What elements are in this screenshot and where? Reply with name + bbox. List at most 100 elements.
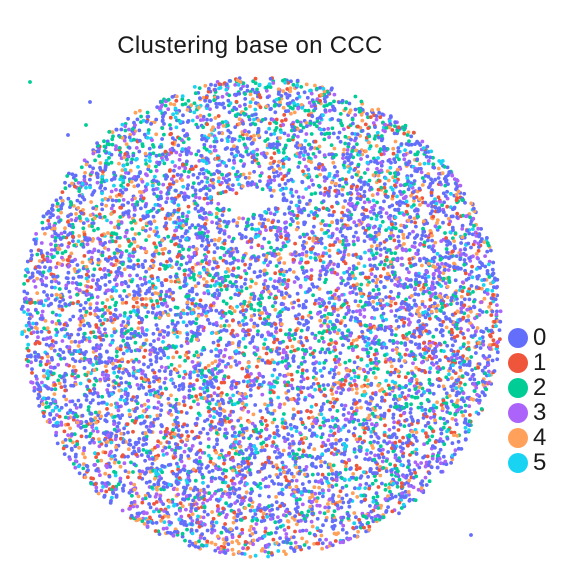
spot-cluster-2 — [317, 339, 321, 343]
spot-cluster-1 — [187, 513, 191, 518]
spot-cluster-0 — [160, 424, 164, 429]
spot-cluster-2 — [189, 339, 194, 343]
spot-cluster-1 — [196, 435, 201, 439]
spot-cluster-3 — [309, 268, 314, 272]
spot-cluster-3 — [155, 406, 160, 410]
spot-cluster-5 — [439, 284, 444, 288]
spot-cluster-0 — [234, 246, 239, 251]
spot-cluster-0 — [243, 97, 248, 101]
spot-cluster-2 — [86, 408, 91, 412]
spot-cluster-0 — [160, 137, 165, 141]
spot-cluster-4 — [482, 240, 487, 245]
spot-cluster-2 — [308, 310, 313, 315]
spot-cluster-2 — [130, 157, 135, 162]
spot-cluster-5 — [208, 195, 213, 199]
spot-cluster-0 — [86, 321, 91, 326]
spot-cluster-2 — [253, 122, 258, 127]
spot-cluster-2 — [116, 482, 121, 487]
spot-cluster-3 — [202, 291, 207, 295]
spot-cluster-4 — [376, 107, 381, 112]
spot-cluster-0 — [54, 340, 58, 345]
spot-cluster-1 — [439, 403, 444, 407]
spot-cluster-0 — [181, 128, 186, 133]
spot-cluster-2 — [453, 294, 458, 299]
spot-cluster-0 — [30, 274, 35, 279]
spot-cluster-1 — [351, 526, 355, 530]
spot-cluster-1 — [60, 308, 65, 312]
spot-cluster-0 — [444, 213, 448, 218]
spot-cluster-0 — [147, 146, 152, 151]
spot-cluster-4 — [405, 337, 410, 341]
spot-cluster-2 — [371, 495, 376, 500]
spot-cluster-0 — [167, 295, 172, 299]
spot-cluster-2 — [430, 434, 435, 439]
spot-cluster-0 — [211, 266, 215, 271]
spot-cluster-0 — [63, 180, 67, 185]
spot-cluster-1 — [289, 372, 294, 377]
spot-cluster-4 — [169, 393, 173, 398]
spot-cluster-1 — [392, 238, 397, 243]
spot-cluster-0 — [158, 243, 163, 248]
spot-cluster-0 — [258, 269, 263, 274]
spot-cluster-0 — [327, 152, 332, 157]
spot-cluster-2 — [334, 483, 339, 487]
spot-cluster-4 — [99, 458, 104, 463]
spot-cluster-2 — [102, 139, 106, 144]
spot-cluster-0 — [493, 297, 498, 302]
spot-cluster-4 — [458, 368, 463, 373]
spot-cluster-4 — [401, 236, 406, 240]
spot-cluster-4 — [151, 263, 156, 268]
spot-cluster-2 — [318, 425, 323, 430]
spot-cluster-0 — [382, 199, 386, 204]
spot-cluster-0 — [82, 323, 86, 328]
spot-cluster-0 — [376, 440, 380, 445]
spot-cluster-3 — [326, 488, 331, 493]
spot-cluster-2 — [359, 282, 364, 287]
spot-cluster-2 — [295, 119, 300, 124]
spot-cluster-0 — [131, 266, 136, 271]
spot-cluster-2 — [224, 287, 229, 292]
spot-cluster-3 — [352, 378, 357, 383]
spot-cluster-0 — [359, 499, 364, 504]
spot-cluster-0 — [224, 164, 229, 168]
spot-cluster-0 — [139, 383, 144, 388]
spot-cluster-0 — [165, 192, 170, 196]
spot-cluster-4 — [304, 82, 309, 87]
spot-cluster-3 — [182, 395, 187, 400]
spot-cluster-5 — [487, 373, 492, 378]
spot-cluster-5 — [182, 369, 187, 374]
spot-cluster-3 — [249, 245, 254, 250]
spot-cluster-0 — [487, 354, 492, 359]
spot-cluster-5 — [91, 363, 95, 367]
spot-cluster-0 — [399, 364, 404, 369]
spot-cluster-3 — [346, 411, 351, 415]
spot-cluster-4 — [46, 354, 50, 359]
spot-cluster-2 — [246, 217, 251, 222]
spot-cluster-0 — [127, 438, 132, 443]
spot-cluster-3 — [326, 438, 331, 443]
spot-cluster-4 — [113, 225, 117, 230]
spot-cluster-1 — [399, 481, 404, 486]
spot-cluster-1 — [223, 189, 228, 194]
spot-cluster-1 — [403, 375, 408, 380]
spot-cluster-2 — [183, 358, 188, 363]
spot-cluster-0 — [366, 336, 371, 341]
spot-cluster-1 — [152, 370, 157, 375]
spot-cluster-3 — [407, 270, 411, 275]
spot-cluster-2 — [163, 103, 168, 108]
spot-cluster-0 — [330, 471, 335, 476]
spot-cluster-4 — [247, 171, 252, 176]
spot-cluster-0 — [157, 145, 162, 149]
spot-cluster-0 — [463, 417, 468, 422]
spot-cluster-1 — [150, 274, 154, 278]
spot-cluster-3 — [56, 362, 61, 367]
spot-cluster-5 — [153, 174, 157, 179]
spot-cluster-0 — [366, 182, 371, 187]
spot-cluster-0 — [162, 380, 167, 385]
spot-cluster-2 — [220, 120, 225, 125]
spot-cluster-5 — [84, 276, 89, 281]
spot-cluster-3 — [375, 192, 380, 196]
spot-cluster-2 — [96, 459, 100, 463]
spot-cluster-0 — [396, 149, 401, 154]
spot-cluster-5 — [447, 372, 451, 377]
